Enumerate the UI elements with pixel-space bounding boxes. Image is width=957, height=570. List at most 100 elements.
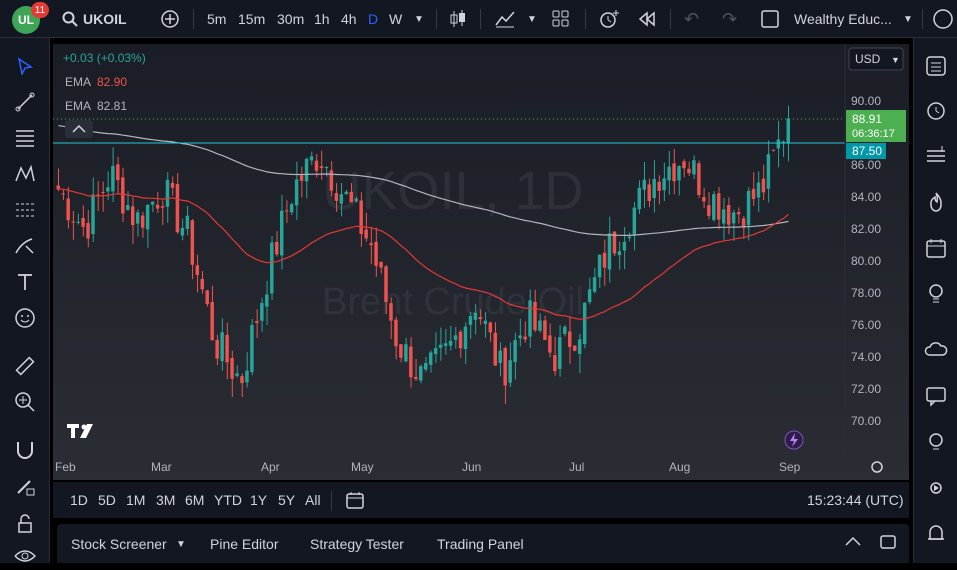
interval-d[interactable]: D — [368, 11, 379, 27]
candle-body — [126, 205, 130, 210]
price-tick-label: 70.00 — [851, 414, 881, 428]
calendar-icon[interactable] — [922, 234, 950, 262]
brush-icon[interactable] — [11, 232, 39, 260]
symbol-search[interactable]: UKOIL — [62, 0, 127, 38]
time-tick-label: May — [351, 460, 374, 474]
interval-w[interactable]: W — [389, 11, 403, 27]
interval-1h[interactable]: 1h — [314, 11, 330, 27]
chevron-up-icon — [72, 124, 86, 133]
candle-body — [498, 350, 502, 363]
range-all[interactable]: All — [305, 492, 321, 508]
maximize-panel-icon[interactable] — [879, 534, 897, 553]
candle-body — [513, 340, 517, 363]
collapse-legend-button[interactable] — [65, 120, 93, 138]
lock-icon[interactable] — [11, 510, 39, 538]
candle-body — [200, 278, 204, 290]
undo-icon[interactable]: ↶ — [684, 8, 700, 29]
redo-icon[interactable]: ↷ — [722, 8, 738, 29]
templates-button[interactable] — [552, 0, 570, 38]
range-5d[interactable]: 5D — [98, 492, 116, 508]
settings-gear-icon[interactable] — [871, 461, 883, 473]
pattern-icon[interactable] — [11, 160, 39, 188]
forecasting-icon[interactable] — [11, 196, 39, 224]
replay-button[interactable] — [638, 0, 656, 38]
notification-bell-icon[interactable] — [922, 520, 950, 548]
candle-style-button[interactable] — [449, 0, 467, 38]
candle-body — [140, 215, 145, 228]
eye-icon[interactable] — [11, 542, 39, 570]
chevron-up-icon[interactable] — [844, 534, 862, 551]
candle-body — [190, 220, 195, 265]
interval-4h[interactable]: 4h — [341, 11, 357, 27]
chat-icon[interactable] — [922, 382, 950, 410]
chevron-down-icon[interactable]: ▼ — [176, 539, 186, 550]
indicators-button[interactable] — [494, 0, 516, 38]
alert-clock-icon[interactable] — [922, 96, 950, 124]
hotlist-fire-icon[interactable] — [922, 188, 950, 216]
tab-pine-editor[interactable]: Pine Editor — [210, 536, 279, 552]
alert-button[interactable] — [598, 0, 620, 38]
candle-body — [96, 194, 100, 196]
ideas-bulb-icon[interactable] — [922, 280, 950, 308]
range-1d[interactable]: 1D — [70, 492, 88, 508]
go-to-date-button[interactable] — [345, 490, 365, 513]
range-1y[interactable]: 1Y — [250, 492, 268, 508]
layout-checkbox[interactable] — [760, 0, 780, 38]
fib-lines-icon[interactable] — [11, 124, 39, 152]
tab-trading-panel[interactable]: Trading Panel — [437, 536, 524, 552]
cursor-icon[interactable] — [11, 52, 39, 80]
candle-body — [781, 141, 786, 143]
range-ytd[interactable]: YTD — [214, 492, 242, 508]
trend-line-icon[interactable] — [11, 88, 39, 116]
chevron-down-icon[interactable]: ▼ — [903, 13, 913, 25]
candle-body — [741, 218, 746, 227]
range-5y[interactable]: 5Y — [278, 492, 296, 508]
price-tick-label: 76.00 — [851, 318, 881, 332]
drawing-toolbar — [0, 38, 50, 563]
interval-5m[interactable]: 5m — [207, 11, 227, 27]
candle-body — [255, 321, 259, 323]
candle-body — [270, 242, 274, 294]
compare-button[interactable] — [160, 0, 180, 38]
indicators-icon — [495, 11, 515, 28]
broadcast-icon[interactable] — [922, 474, 950, 502]
interval-15m[interactable]: 15m — [238, 11, 266, 27]
data-window-icon[interactable] — [922, 142, 950, 170]
interval-30m[interactable]: 30m — [277, 11, 305, 27]
ruler-icon[interactable] — [11, 352, 39, 380]
price-chart[interactable]: UKOIL, 1D Brent Crude Oil 90.0088.0086.0… — [53, 44, 909, 480]
streams-bulb-icon[interactable] — [922, 428, 950, 456]
utc-clock[interactable]: 15:23:44 (UTC) — [807, 492, 904, 508]
tab-stock-screener[interactable]: Stock Screener — [71, 536, 167, 552]
range-3m[interactable]: 3M — [156, 492, 176, 508]
candle-body — [617, 251, 622, 256]
ema2-label[interactable]: EMA — [65, 99, 91, 113]
candle-body — [717, 193, 721, 220]
ema1-label[interactable]: EMA — [65, 75, 91, 89]
cloud-icon[interactable] — [922, 336, 950, 364]
currency-select[interactable] — [848, 47, 904, 71]
magnet-icon[interactable] — [11, 436, 39, 464]
candle-body — [692, 160, 696, 175]
top-toolbar: UL 11 UKOIL 5m 15m 30m 1h 4h D W ▼ ▼ ↶ ↷… — [0, 0, 957, 38]
range-6m[interactable]: 6M — [185, 492, 205, 508]
candle-body — [677, 166, 681, 181]
watchlist-icon[interactable] — [922, 52, 950, 80]
candle-body — [667, 166, 671, 181]
candle-body — [230, 358, 234, 379]
tab-strategy-tester[interactable]: Strategy Tester — [310, 536, 404, 552]
candle-body — [518, 335, 522, 339]
candle-body — [324, 167, 329, 169]
chevron-down-icon[interactable]: ▼ — [527, 13, 537, 25]
chevron-down-icon[interactable]: ▼ — [414, 13, 424, 25]
pencil-lock-icon[interactable] — [11, 472, 39, 500]
chart-pane[interactable]: UKOIL, 1D Brent Crude Oil 90.0088.0086.0… — [53, 44, 909, 480]
price-tick-label: 78.00 — [851, 286, 881, 300]
layout-name[interactable]: Wealthy Educ... — [794, 11, 892, 27]
emoji-icon[interactable] — [11, 304, 39, 332]
text-icon[interactable] — [11, 268, 39, 296]
candle-body — [180, 227, 185, 236]
quick-search-button[interactable] — [932, 0, 954, 38]
range-1m[interactable]: 1M — [126, 492, 146, 508]
zoom-in-icon[interactable] — [11, 388, 39, 416]
